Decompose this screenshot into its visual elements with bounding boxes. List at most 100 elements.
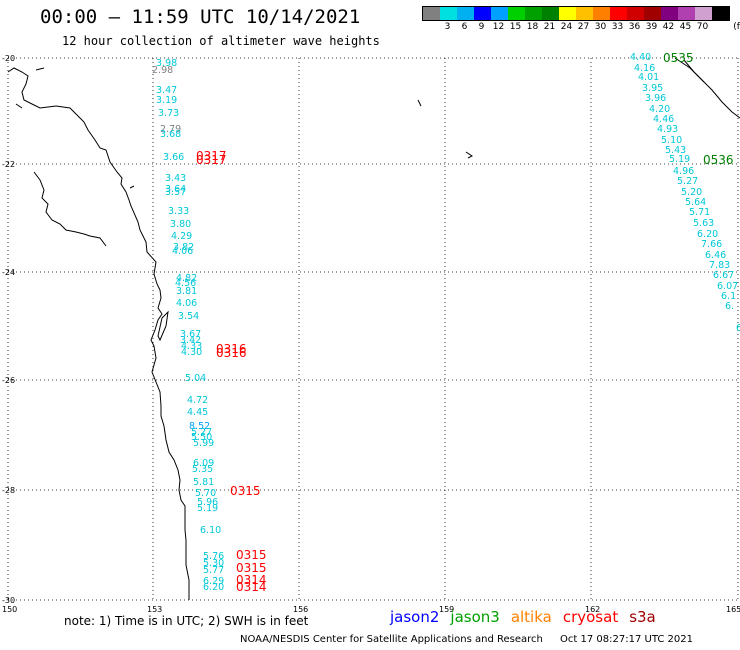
wave-height-label: 4.93 bbox=[657, 124, 678, 135]
wave-height-label: 6.09 bbox=[193, 458, 214, 469]
legend-label: 70 bbox=[696, 22, 709, 32]
pass-time-label: 0535 bbox=[663, 51, 694, 65]
wave-height-label: 6.67 bbox=[713, 270, 734, 281]
wave-height-label: 3.95 bbox=[642, 83, 663, 94]
satellite-s3a: s3a bbox=[629, 608, 656, 626]
wave-height-label: 6. bbox=[725, 301, 734, 312]
legend-label: 24 bbox=[560, 22, 573, 32]
track-west-labels: 3.982.98 3.473.19 3.73 2.793.68 3.66 3.433.64… bbox=[152, 58, 224, 593]
legend-color-bar bbox=[422, 6, 730, 21]
wave-height-label: 2.98 bbox=[152, 65, 173, 76]
wave-height-label: 6.20 bbox=[697, 229, 718, 240]
wave-height-label: 5.04 bbox=[185, 373, 206, 384]
satellite-jason3: jason3 bbox=[450, 608, 500, 626]
island-small-4 bbox=[417, 99, 422, 107]
pass-time-labels: 0317031703160316031503150315031403140535… bbox=[196, 51, 734, 594]
legend-label: 33 bbox=[611, 22, 624, 32]
wave-height-label: 6.20 bbox=[203, 582, 224, 593]
pass-time-label: 0536 bbox=[703, 153, 734, 167]
wave-height-label: 6.46 bbox=[705, 250, 726, 261]
wave-height-label: 5.81 bbox=[193, 477, 214, 488]
island-small-2 bbox=[15, 103, 23, 109]
satellite-altika: altika bbox=[510, 608, 552, 626]
wave-height-label: 4.40 bbox=[630, 52, 651, 63]
legend-swatch bbox=[644, 7, 661, 20]
lat-label: -26 bbox=[2, 376, 15, 385]
pass-time-label: 0315 bbox=[236, 561, 267, 575]
lat-label: -20 bbox=[2, 54, 15, 63]
wave-height-label: 3.57 bbox=[165, 187, 186, 198]
wave-height-label: 6.07 bbox=[717, 281, 738, 292]
map-subtitle: 12 hour collection of altimeter wave hei… bbox=[62, 34, 380, 48]
wave-height-label: 7.66 bbox=[701, 239, 722, 250]
wave-height-label: 4.96 bbox=[673, 166, 694, 177]
pass-time-label: 0317 bbox=[196, 153, 227, 167]
wave-height-label: 5.63 bbox=[693, 218, 714, 229]
legend-swatch bbox=[678, 7, 695, 20]
lat-label: -24 bbox=[2, 268, 15, 277]
legend-unit: (ft) bbox=[733, 22, 740, 32]
wave-height-label: 8.52 bbox=[189, 421, 210, 432]
wave-height-label: 5.96 bbox=[197, 497, 218, 508]
new-caledonia bbox=[674, 57, 740, 119]
legend-label: 30 bbox=[594, 22, 607, 32]
legend-label: 39 bbox=[645, 22, 658, 32]
wave-height-label: 5.76 bbox=[203, 551, 224, 562]
wave-height-label: 4.01 bbox=[638, 72, 659, 83]
wave-height-label: 5.99 bbox=[193, 438, 214, 449]
wave-height-label: 3.98 bbox=[156, 58, 177, 69]
island-small-5 bbox=[465, 151, 473, 159]
legend-label: 18 bbox=[526, 22, 539, 32]
pass-time-label: 0316 bbox=[216, 346, 247, 360]
legend-label: 27 bbox=[577, 22, 590, 32]
legend-swatch bbox=[576, 7, 593, 20]
wave-height-label: 3.43 bbox=[165, 173, 186, 184]
wave-height-label: 4.45 bbox=[187, 407, 208, 418]
wave-height-label: 4.46 bbox=[653, 114, 674, 125]
wave-height-label: 3.96 bbox=[645, 93, 666, 104]
legend-swatch bbox=[695, 7, 712, 20]
wave-height-label: 5.27 bbox=[677, 176, 698, 187]
legend-label: 36 bbox=[628, 22, 641, 32]
wave-height-label: 5.35 bbox=[192, 464, 213, 475]
wave-height-label: 4.82 bbox=[176, 273, 197, 284]
wave-height-label: 3.68 bbox=[160, 129, 181, 140]
track-east-labels: 4.404.164.013.953.964.204.464.935.105.43… bbox=[630, 52, 740, 334]
wave-height-label: 5.70 bbox=[195, 488, 216, 499]
legend-label: 45 bbox=[679, 22, 692, 32]
wave-height-label: 5.20 bbox=[681, 187, 702, 198]
lon-label: 153 bbox=[147, 605, 162, 614]
credit-line: NOAA/NESDIS Center for Satellite Applica… bbox=[240, 634, 693, 645]
wave-height-label: 3.33 bbox=[168, 206, 189, 217]
wave-height-label: 3.64 bbox=[165, 184, 186, 195]
legend-swatch bbox=[627, 7, 644, 20]
wave-height-label: 5.71 bbox=[689, 207, 710, 218]
satellite-legend: jason2 jason3 altika cryosat s3a bbox=[390, 608, 667, 626]
wave-height-label: 4.56 bbox=[175, 278, 196, 289]
wave-height-label: 6.29 bbox=[203, 576, 224, 587]
legend-label: 15 bbox=[509, 22, 522, 32]
wave-height-label: 4.16 bbox=[634, 63, 655, 74]
wave-height-label: 4.06 bbox=[172, 246, 193, 257]
wave-height-label: 3.42 bbox=[180, 335, 201, 346]
wave-height-label: 3.54 bbox=[178, 311, 199, 322]
legend-label: 9 bbox=[478, 22, 485, 32]
legend-label: 6 bbox=[461, 22, 468, 32]
lat-label: -28 bbox=[2, 486, 15, 495]
legend-swatch bbox=[457, 7, 474, 20]
wave-height-label: 4.29 bbox=[171, 231, 192, 242]
new-caledonia-2 bbox=[683, 59, 705, 83]
wave-height-label: 5.30 bbox=[203, 558, 224, 569]
wave-height-label: 5.19 bbox=[197, 503, 218, 514]
pass-time-label: 0314 bbox=[236, 573, 267, 587]
legend-swatch bbox=[423, 7, 440, 20]
legend-label: 42 bbox=[662, 22, 675, 32]
pass-time-label: 0314 bbox=[236, 580, 267, 594]
wave-height-label: 3.47 bbox=[156, 85, 177, 96]
wave-height-label: 3.82 bbox=[173, 242, 194, 253]
wave-height-label: 5.77 bbox=[203, 565, 224, 576]
wave-height-label: 5.64 bbox=[685, 197, 706, 208]
